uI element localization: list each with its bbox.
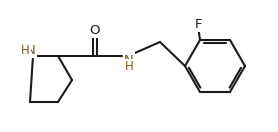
Text: H: H [125,60,133,74]
Text: O: O [90,23,100,37]
Text: N: N [124,53,134,67]
Text: H: H [21,44,29,56]
Text: N: N [26,44,36,56]
Text: F: F [194,18,202,30]
